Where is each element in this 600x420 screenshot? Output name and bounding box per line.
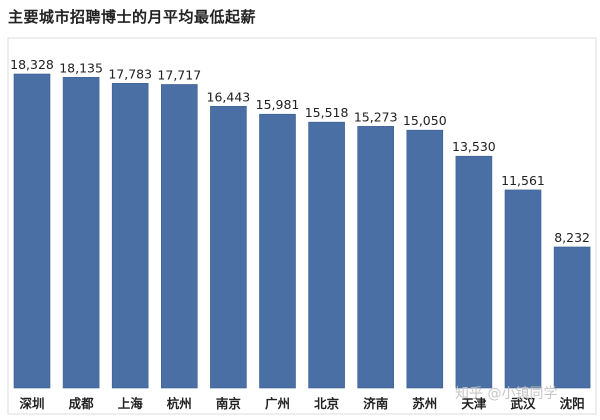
watermark: 知乎 @小镇同学 bbox=[455, 385, 557, 402]
bar-4 bbox=[161, 84, 198, 389]
bar-5 bbox=[210, 105, 247, 389]
value-label: 17,717 bbox=[157, 67, 201, 82]
bar-12 bbox=[553, 246, 591, 389]
category-label: 沈阳 bbox=[560, 396, 585, 411]
value-label: 15,050 bbox=[403, 113, 447, 128]
bar-7 bbox=[308, 121, 345, 389]
plot-frame bbox=[7, 37, 597, 415]
category-label: 济南 bbox=[363, 396, 389, 411]
bar-6 bbox=[259, 113, 296, 389]
value-label: 13,530 bbox=[452, 139, 496, 154]
chart-title: 主要城市招聘博士的月平均最低起薪 bbox=[8, 8, 257, 26]
category-label: 成都 bbox=[69, 396, 95, 411]
bar-9 bbox=[406, 129, 444, 389]
value-label: 17,783 bbox=[108, 66, 152, 81]
category-label: 苏州 bbox=[412, 396, 437, 411]
category-label: 南京 bbox=[216, 396, 242, 411]
value-label: 18,135 bbox=[59, 60, 103, 75]
category-label: 天津 bbox=[461, 396, 487, 411]
value-label: 15,981 bbox=[256, 97, 300, 112]
bar-1 bbox=[13, 73, 51, 389]
value-label: 11,561 bbox=[501, 173, 545, 188]
category-label: 杭州 bbox=[167, 396, 192, 411]
category-label: 武汉 bbox=[510, 396, 536, 411]
category-label: 北京 bbox=[314, 396, 340, 411]
category-label: 深圳 bbox=[19, 396, 44, 411]
bar-8 bbox=[357, 126, 395, 389]
bar-10 bbox=[455, 155, 493, 389]
value-label: 8,232 bbox=[554, 230, 590, 245]
value-label: 15,273 bbox=[354, 109, 398, 124]
value-label: 15,518 bbox=[305, 105, 349, 120]
bar-2 bbox=[62, 77, 100, 389]
bar-11 bbox=[504, 189, 542, 389]
value-label: 18,328 bbox=[10, 57, 54, 72]
category-label: 广州 bbox=[265, 396, 290, 411]
category-label: 上海 bbox=[118, 396, 144, 411]
bar-3 bbox=[111, 83, 149, 389]
value-label: 16,443 bbox=[207, 89, 251, 104]
